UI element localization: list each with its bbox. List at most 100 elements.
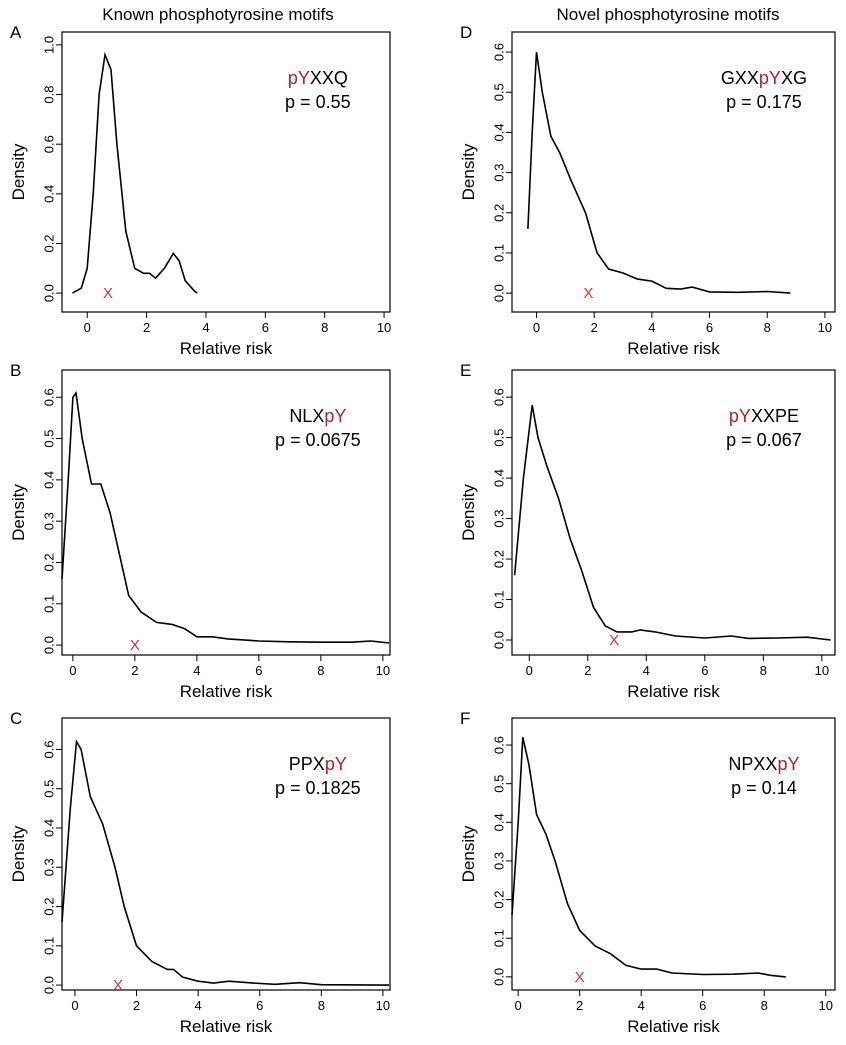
y-tick-label: 0.2 xyxy=(41,234,56,252)
motif-part: pY xyxy=(324,406,346,426)
x-tick-label: 6 xyxy=(255,663,262,678)
x-tick-label: 10 xyxy=(376,663,390,678)
y-tick-label: 0.1 xyxy=(41,937,56,955)
x-tick-label: 0 xyxy=(526,663,533,678)
x-tick-label: 0 xyxy=(84,320,91,335)
y-axis-label: Density xyxy=(9,143,28,200)
x-axis-label: Relative risk xyxy=(180,682,273,701)
observed-marker: X xyxy=(583,285,593,302)
y-tick-label: 0.0 xyxy=(41,284,56,302)
x-tick-label: 6 xyxy=(262,320,269,335)
motif-part: NPXX xyxy=(728,754,777,774)
x-tick-label: 4 xyxy=(193,663,200,678)
y-tick-label: 0.2 xyxy=(41,553,56,571)
motif-label: NLXpY xyxy=(289,406,346,426)
motif-part: XXQ xyxy=(310,68,348,88)
x-tick-label: 2 xyxy=(131,663,138,678)
x-tick-label: 10 xyxy=(819,998,833,1013)
motif-label: GXXpYXG xyxy=(721,68,807,88)
plot-frame xyxy=(511,369,836,656)
motif-label: pYXXQ xyxy=(288,68,348,88)
y-tick-label: 0.5 xyxy=(491,775,506,793)
y-tick-label: 0.1 xyxy=(491,244,506,262)
x-tick-label: 4 xyxy=(643,663,650,678)
x-axis-label: Relative risk xyxy=(180,1017,273,1036)
panel-letter: C xyxy=(10,709,22,728)
density-curve xyxy=(527,51,791,294)
plot-frame xyxy=(61,31,391,313)
y-tick-label: 0.2 xyxy=(491,204,506,222)
plot-frame xyxy=(511,717,836,991)
y-tick-label: 0.4 xyxy=(41,819,56,837)
y-tick-label: 0.6 xyxy=(491,388,506,406)
x-tick-label: 6 xyxy=(706,320,713,335)
motif-label: PPXpY xyxy=(289,754,347,774)
x-tick-label: 0 xyxy=(69,663,76,678)
motif-part: pY xyxy=(759,68,781,88)
y-tick-label: 0.4 xyxy=(491,123,506,141)
density-curve xyxy=(72,51,198,294)
x-tick-label: 8 xyxy=(321,320,328,335)
plot-frame xyxy=(61,369,391,656)
x-tick-label: 8 xyxy=(764,320,771,335)
x-tick-label: 6 xyxy=(701,663,708,678)
motif-part: XXPE xyxy=(751,406,799,426)
x-tick-label: 2 xyxy=(576,998,583,1013)
y-tick-label: 0.3 xyxy=(491,510,506,528)
panel-letter: B xyxy=(10,361,21,380)
observed-marker: X xyxy=(113,977,123,994)
y-tick-label: 0.6 xyxy=(491,736,506,754)
y-tick-label: 1.0 xyxy=(41,36,56,54)
y-tick-label: 0.3 xyxy=(41,858,56,876)
y-axis-label: Density xyxy=(9,484,28,541)
p-value: p = 0.0675 xyxy=(275,430,361,450)
column-title: Novel phosphotyrosine motifs xyxy=(556,5,779,24)
x-tick-label: 8 xyxy=(317,663,324,678)
y-tick-label: 0.0 xyxy=(491,631,506,649)
y-tick-label: 0.0 xyxy=(491,284,506,302)
y-tick-label: 0.3 xyxy=(491,852,506,870)
x-tick-label: 0 xyxy=(71,998,78,1013)
x-axis-label: Relative risk xyxy=(627,682,720,701)
y-tick-label: 0.1 xyxy=(41,595,56,613)
p-value: p = 0.175 xyxy=(726,92,802,112)
x-tick-label: 4 xyxy=(648,320,655,335)
panel-letter: D xyxy=(460,23,472,42)
motif-part: GXX xyxy=(721,68,759,88)
x-tick-label: 2 xyxy=(591,320,598,335)
motif-part: pY xyxy=(729,406,751,426)
x-tick-label: 8 xyxy=(760,663,767,678)
y-tick-label: 0.6 xyxy=(491,43,506,61)
density-curve xyxy=(511,737,786,978)
x-tick-label: 0 xyxy=(533,320,540,335)
y-tick-label: 0.0 xyxy=(41,976,56,994)
y-tick-label: 0.1 xyxy=(491,590,506,608)
p-value: p = 0.55 xyxy=(285,92,351,112)
p-value: p = 0.067 xyxy=(726,430,802,450)
x-tick-label: 0 xyxy=(515,998,522,1013)
x-axis-label: Relative risk xyxy=(627,1017,720,1036)
x-tick-label: 8 xyxy=(761,998,768,1013)
density-curve xyxy=(61,391,390,644)
motif-part: pY xyxy=(777,754,799,774)
y-tick-label: 0.3 xyxy=(491,164,506,182)
p-value: p = 0.14 xyxy=(731,778,797,798)
x-tick-label: 4 xyxy=(195,998,202,1013)
observed-marker: X xyxy=(609,632,619,649)
density-curve xyxy=(61,739,390,986)
motif-part: NLX xyxy=(289,406,324,426)
p-value: p = 0.1825 xyxy=(275,778,361,798)
density-curve xyxy=(513,405,831,641)
observed-marker: X xyxy=(575,969,585,986)
y-axis-label: Density xyxy=(459,484,478,541)
x-tick-label: 2 xyxy=(133,998,140,1013)
y-tick-label: 0.2 xyxy=(491,891,506,909)
x-axis-label: Relative risk xyxy=(180,339,273,358)
x-tick-label: 6 xyxy=(256,998,263,1013)
plot-frame xyxy=(61,717,391,991)
y-tick-label: 0.5 xyxy=(41,430,56,448)
x-tick-label: 8 xyxy=(318,998,325,1013)
motif-label: NPXXpY xyxy=(728,754,799,774)
